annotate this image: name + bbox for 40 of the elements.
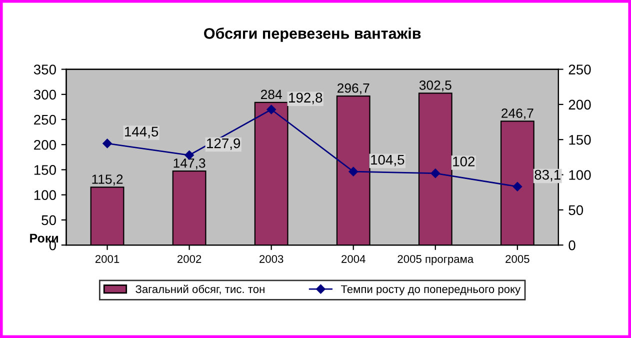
- data-label: 302,5: [419, 80, 452, 92]
- y-tick-label: 300: [34, 90, 56, 100]
- point: [430, 168, 440, 178]
- data-label: 127,9: [207, 138, 240, 150]
- y2-tick-label: 100: [569, 170, 591, 180]
- chart-title: Обсяги перевезень вантажів: [204, 28, 421, 42]
- y2-tick-label: 50: [568, 205, 584, 216]
- x-tick-label: 2004: [342, 255, 366, 263]
- y2-tick-label: 250: [568, 64, 591, 74]
- data-label: 284: [260, 90, 282, 100]
- y-tick-label: 350: [34, 64, 56, 74]
- data-label: 104,5: [371, 154, 404, 166]
- data-label: 147,3: [174, 158, 206, 170]
- y-tick-label: 200: [34, 140, 56, 150]
- x-tick-label: 2003: [260, 255, 284, 263]
- y2-tick-label: 200: [568, 100, 591, 110]
- legend-label: Темпи росту до попереднього року: [340, 285, 521, 296]
- y-tick-label: 150: [34, 165, 56, 175]
- x-axis-title: Роки: [30, 234, 58, 243]
- data-label: 83,1: [534, 170, 560, 182]
- x-tick-label: 2002: [178, 255, 202, 263]
- point: [102, 138, 112, 148]
- y-tick-label: 100: [34, 190, 56, 200]
- x-tick-label: 2005: [506, 255, 530, 263]
- legend-label: Загальний обсяг, тис. тон: [136, 284, 264, 294]
- x-tick-label: 2001: [95, 255, 120, 263]
- y-tick-label: 250: [34, 114, 56, 125]
- data-label: 296,7: [338, 83, 370, 94]
- data-label: 246,7: [502, 108, 534, 120]
- y-tick-label: 50: [42, 215, 56, 226]
- data-label: 102: [453, 156, 475, 166]
- data-label: 144,5: [124, 126, 158, 138]
- point: [348, 166, 358, 176]
- point: [266, 104, 276, 114]
- point: [512, 182, 522, 192]
- y2-tick-label: 0: [568, 240, 576, 250]
- data-label: 115,2: [92, 174, 123, 186]
- data-label: 192,8: [289, 92, 322, 104]
- x-tick-label: 2005 програма: [398, 255, 474, 266]
- y2-tick-label: 150: [569, 134, 591, 145]
